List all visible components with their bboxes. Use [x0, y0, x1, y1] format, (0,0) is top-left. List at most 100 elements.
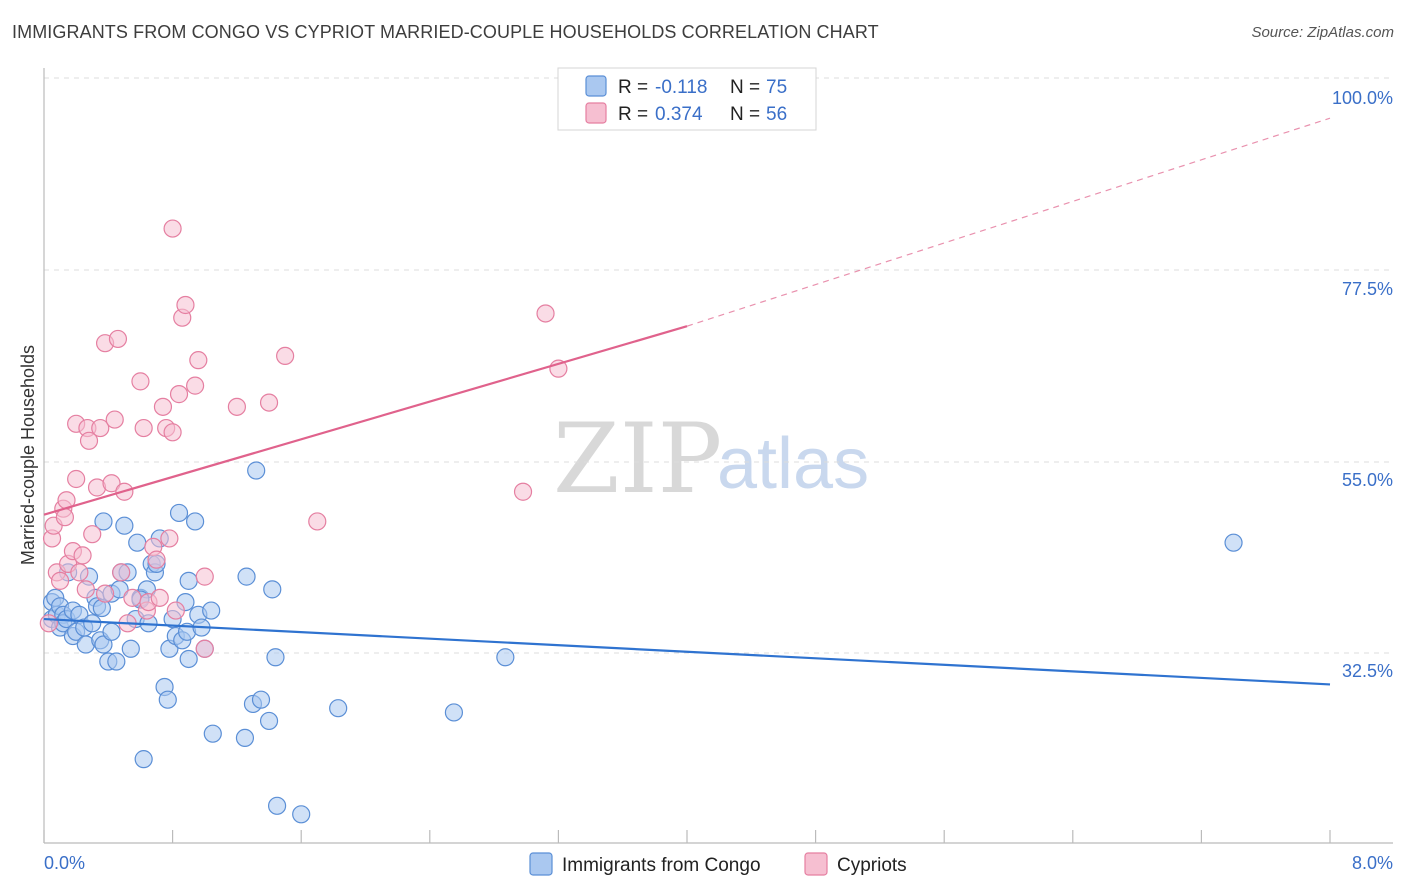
cypriots-point — [102, 474, 121, 493]
cypriots-trend-line — [43, 325, 688, 516]
cypriots-point — [176, 295, 195, 315]
congo-point — [83, 614, 102, 633]
cypriots-point — [105, 410, 124, 429]
congo-point — [496, 648, 515, 667]
bottom-legend-swatch-cypriots — [804, 852, 828, 876]
y-tick-label: 100.0% — [1332, 88, 1393, 108]
cypriots-point — [91, 418, 110, 438]
cypriots-point — [186, 376, 205, 395]
source-label: Source: ZipAtlas.com — [1251, 24, 1394, 41]
legend-swatch-congo — [585, 75, 607, 97]
congo-point — [202, 601, 221, 620]
y-tick-label: 77.5% — [1342, 279, 1393, 299]
congo-point — [158, 690, 177, 709]
congo-point — [237, 567, 256, 586]
series-congo-points — [42, 461, 1243, 824]
bottom-legend-swatch-congo — [529, 852, 553, 876]
congo-point — [169, 503, 189, 523]
cypriots-point — [153, 397, 173, 416]
bottom-legend-label-cypriots: Cypriots — [837, 855, 907, 876]
y-axis-title: Married-couple Households — [18, 345, 38, 565]
cypriots-point — [50, 571, 70, 590]
x-tick-label-max: 8.0% — [1352, 853, 1393, 873]
congo-point — [128, 533, 147, 552]
cypriots-point — [123, 588, 142, 607]
legend-n-label-2: N = — [730, 104, 760, 125]
congo-point — [179, 649, 198, 669]
cypriots-point — [70, 563, 89, 582]
legend-r-value-1: -0.118 — [655, 77, 707, 98]
cypriots-point — [195, 639, 214, 658]
cypriots-point — [259, 393, 279, 412]
congo-point — [266, 648, 285, 667]
legend-n-value-2: 56 — [766, 104, 787, 125]
legend-n-label-1: N = — [730, 77, 760, 98]
series-cypriots-points — [39, 219, 568, 658]
legend-r-label-2: R = — [618, 104, 648, 125]
cypriots-point — [308, 512, 327, 531]
cypriots-point — [131, 372, 150, 391]
cypriots-point — [112, 563, 131, 582]
congo-point — [107, 652, 126, 671]
cypriots-point — [513, 482, 533, 501]
bottom-legend: Immigrants from Congo Cypriots — [529, 852, 907, 876]
congo-point — [179, 571, 198, 590]
legend-swatch-cypriots — [585, 102, 607, 124]
chart-title: IMMIGRANTS FROM CONGO VS CYPRIOT MARRIED… — [12, 22, 879, 42]
cypriots-point — [227, 397, 246, 416]
congo-point — [329, 699, 348, 718]
watermark-zip: ZIP — [553, 403, 722, 515]
congo-point — [444, 703, 464, 722]
watermark-atlas: atlas — [717, 424, 869, 504]
congo-point — [203, 724, 222, 743]
congo-point — [267, 796, 287, 815]
cypriots-point — [83, 525, 102, 544]
cypriots-point — [67, 469, 86, 489]
cypriots-point — [76, 580, 95, 599]
cypriots-point — [150, 588, 169, 607]
congo-point — [115, 516, 134, 535]
congo-point — [102, 622, 121, 641]
cypriots-point — [108, 329, 128, 349]
congo-point — [251, 690, 271, 709]
gridlines — [44, 77, 1393, 654]
cypriots-point — [95, 584, 115, 603]
bottom-legend-label-congo: Immigrants from Congo — [562, 855, 761, 876]
cypriots-point — [166, 601, 185, 620]
cypriots-trend-extension — [686, 117, 1331, 327]
congo-point — [235, 728, 255, 748]
x-axis-ticks — [43, 830, 1331, 843]
cypriots-point — [73, 546, 92, 565]
cypriots-point — [276, 346, 295, 366]
congo-point — [94, 512, 113, 531]
y-tick-label: 32.5% — [1342, 661, 1393, 681]
congo-point — [259, 711, 279, 731]
cypriots-point — [79, 431, 99, 450]
y-tick-labels: 32.5% 55.0% 77.5% 100.0% — [1332, 88, 1393, 681]
congo-point — [292, 805, 311, 824]
y-tick-label: 55.0% — [1342, 470, 1393, 490]
cypriots-point — [39, 614, 58, 633]
cypriots-point — [169, 385, 189, 404]
cypriots-point — [536, 304, 555, 323]
cypriots-point — [134, 418, 153, 438]
legend-r-label-1: R = — [618, 77, 648, 98]
x-tick-label-min: 0.0% — [44, 853, 85, 873]
congo-point — [263, 580, 282, 599]
cypriots-point — [195, 567, 214, 586]
cypriots-point — [147, 550, 166, 569]
legend-n-value-1: 75 — [766, 77, 787, 98]
congo-point — [1224, 533, 1243, 552]
cypriots-point — [163, 423, 182, 442]
congo-point — [134, 750, 153, 769]
congo-trend-line — [43, 617, 1331, 686]
cypriots-point — [160, 529, 179, 548]
top-legend: R = -0.118 N = 75 R = 0.374 N = 56 — [557, 67, 817, 131]
legend-r-value-2: 0.374 — [655, 104, 703, 125]
cypriots-point — [163, 219, 182, 238]
trend-lines — [43, 117, 1331, 686]
congo-point — [186, 512, 205, 531]
congo-point — [247, 461, 266, 480]
cypriots-point — [189, 351, 208, 370]
